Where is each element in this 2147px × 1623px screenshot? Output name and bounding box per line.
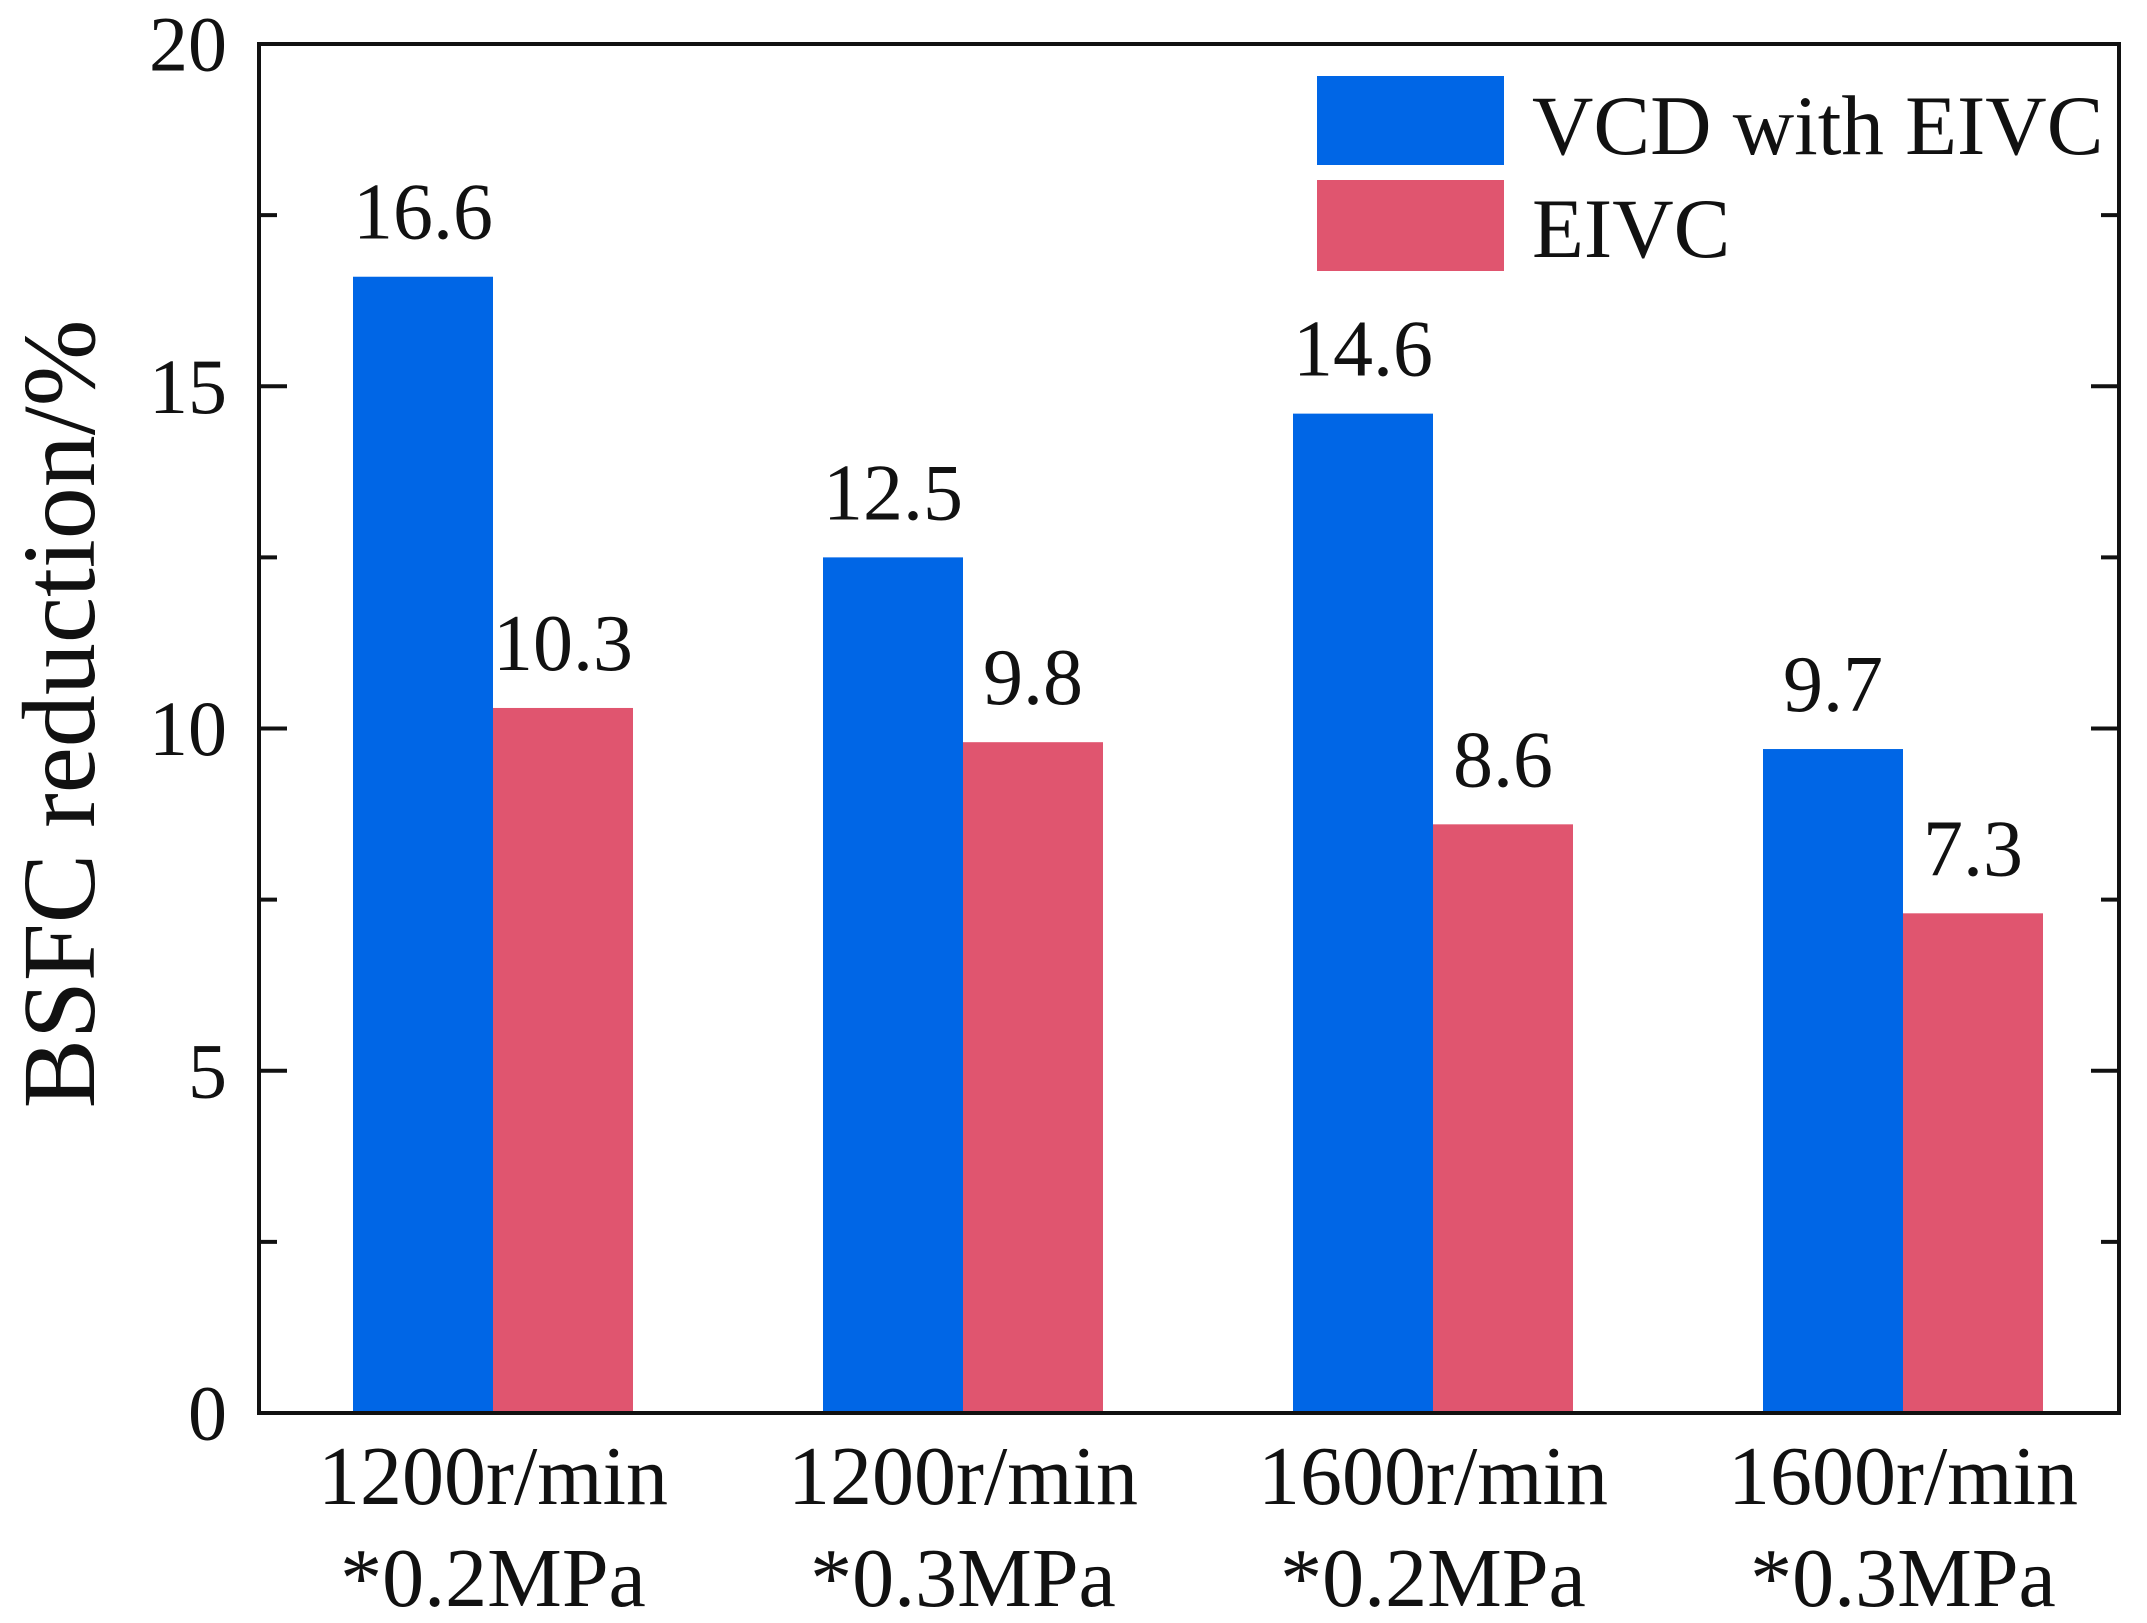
x-category-label-3-line-1: 1600r/min — [1258, 1430, 1608, 1523]
y-axis-ticks — [259, 42, 2119, 1415]
x-axis-category-labels: 1200r/min*0.2MPa1200r/min*0.3MPa1600r/mi… — [318, 1430, 2078, 1623]
bar-vcd-with-eivc-3 — [1293, 413, 1433, 1413]
data-label-eivc-4: 7.3 — [1923, 805, 2023, 893]
data-label-eivc-2: 9.8 — [983, 634, 1083, 722]
bar-eivc-2 — [963, 742, 1103, 1413]
data-labels: 16.6 12.5 14.6 9.7 10.3 9.8 8.6 7.3 — [353, 169, 2023, 894]
y-axis-title: BSFC reduction/% — [2, 320, 117, 1109]
y-tick-label: 20 — [149, 1, 227, 88]
data-label-eivc-1: 10.3 — [493, 600, 633, 688]
y-tick-label: 10 — [149, 685, 227, 772]
legend-item-eivc: EIVC — [1317, 180, 1730, 276]
data-label-vcd-with-eivc-4: 9.7 — [1783, 641, 1883, 729]
legend-swatch-vcd-with-eivc — [1317, 76, 1504, 165]
y-axis-tick-labels: 0 5 10 15 20 — [149, 1, 227, 1457]
x-category-label-1-line-1: 1200r/min — [318, 1430, 668, 1523]
bar-eivc-3 — [1433, 824, 1573, 1413]
x-category-label-2-line-1: 1200r/min — [788, 1430, 1138, 1523]
legend-swatch-eivc — [1317, 180, 1504, 271]
y-tick-label: 5 — [188, 1027, 227, 1114]
legend-item-vcd-with-eivc: VCD with EIVC — [1317, 76, 2103, 173]
x-category-label-4-line-2: *0.3MPa — [1750, 1532, 2056, 1623]
bars — [353, 276, 2043, 1414]
y-tick-label: 0 — [188, 1370, 227, 1457]
data-label-vcd-with-eivc-2: 12.5 — [823, 449, 963, 537]
x-category-label-1-line-2: *0.2MPa — [340, 1532, 646, 1623]
data-label-vcd-with-eivc-3: 14.6 — [1293, 306, 1433, 394]
y-tick-label: 15 — [149, 343, 227, 430]
bar-vcd-with-eivc-2 — [823, 557, 963, 1413]
data-label-eivc-3: 8.6 — [1453, 716, 1553, 804]
bar-vcd-with-eivc-4 — [1763, 749, 1903, 1413]
legend: VCD with EIVC EIVC — [1317, 76, 2103, 276]
x-category-label-3-line-2: *0.2MPa — [1280, 1532, 1586, 1623]
x-category-label-2-line-2: *0.3MPa — [810, 1532, 1116, 1623]
legend-label-vcd-with-eivc: VCD with EIVC — [1532, 79, 2103, 173]
x-category-label-4-line-1: 1600r/min — [1728, 1430, 2078, 1523]
legend-label-eivc: EIVC — [1532, 182, 1730, 276]
bar-eivc-4 — [1903, 913, 2043, 1413]
bar-vcd-with-eivc-1 — [353, 276, 493, 1414]
data-label-vcd-with-eivc-1: 16.6 — [353, 169, 493, 257]
bar-eivc-1 — [493, 707, 633, 1413]
